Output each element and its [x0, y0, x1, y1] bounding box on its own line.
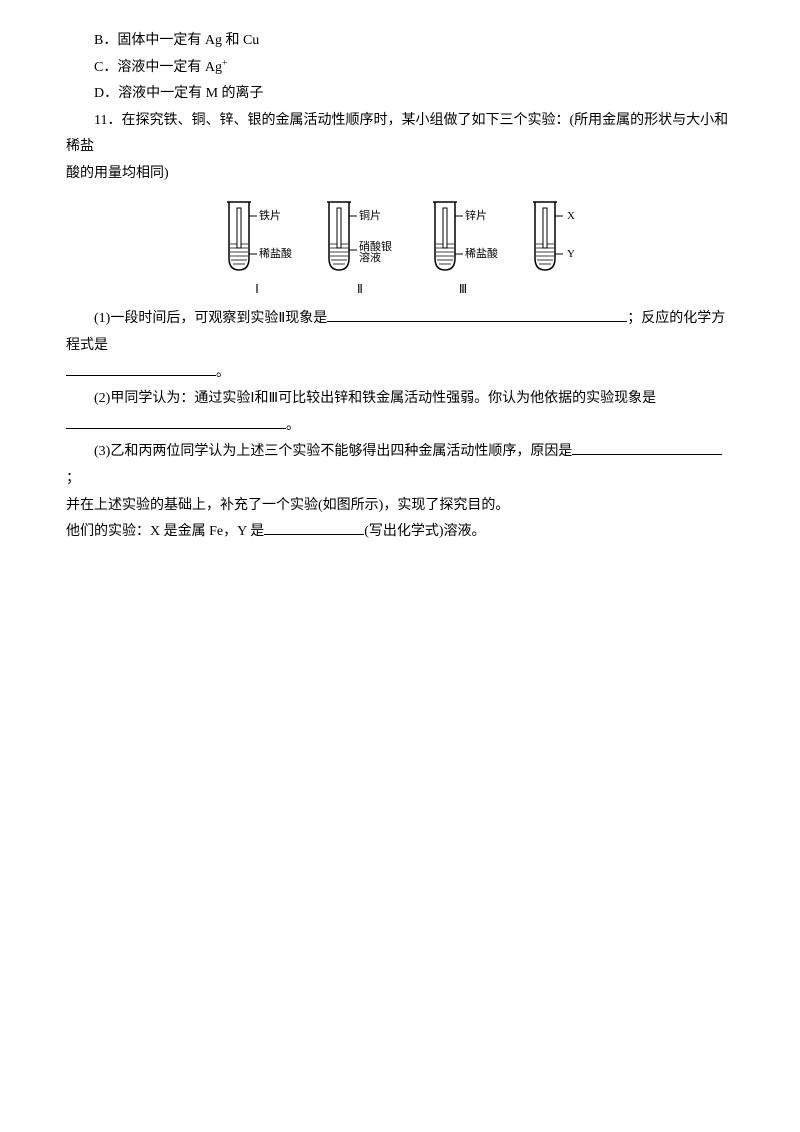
svg-text:硝酸银: 硝酸银 — [359, 239, 392, 253]
blank-4 — [572, 440, 722, 455]
svg-text:铁片: 铁片 — [259, 209, 281, 222]
tube-3-roman: Ⅲ — [459, 278, 467, 301]
tube-4-svg: X Y — [523, 196, 583, 276]
svg-text:溶液: 溶液 — [359, 250, 381, 264]
svg-text:铜片: 铜片 — [359, 208, 381, 222]
q11-part3-line1: (3)乙和丙两位同学认为上述三个实验不能够得出四种金属活动性顺序，原因是 ； — [66, 439, 734, 492]
option-D: D．溶液中一定有 M 的离子 — [66, 81, 734, 108]
q11-p4-text-a: 他们的实验：X 是金属 Fe，Y 是 — [66, 524, 264, 539]
tube-2-svg: 铜片 硝酸银 溶液 — [317, 196, 403, 276]
blank-5 — [264, 520, 364, 535]
q11-p3-text-b: ； — [66, 471, 80, 486]
tube-1-roman: Ⅰ — [255, 278, 259, 301]
tube-1-svg: 铁片 稀盐酸 — [217, 196, 297, 276]
q11-p1-text-c: 。 — [216, 365, 230, 380]
tube-1: 铁片 稀盐酸 Ⅰ — [217, 196, 297, 301]
q11-part4: 他们的实验：X 是金属 Fe，Y 是 (写出化学式)溶液。 — [66, 519, 734, 546]
svg-text:稀盐酸: 稀盐酸 — [465, 246, 498, 260]
tube-2: 铜片 硝酸银 溶液 Ⅱ — [317, 196, 403, 301]
svg-text:Y: Y — [567, 248, 575, 260]
q11-p3-text-a: (3)乙和丙两位同学认为上述三个实验不能够得出四种金属活动性顺序，原因是 — [94, 444, 572, 459]
q11-part2-line2: 。 — [66, 413, 734, 440]
svg-text:锌片: 锌片 — [465, 208, 487, 222]
tube-3-svg: 锌片 稀盐酸 — [423, 196, 503, 276]
q11-stem-line2: 酸的用量均相同) — [66, 161, 734, 188]
blank-2 — [66, 361, 216, 376]
svg-text:X: X — [567, 210, 575, 222]
tube-2-roman: Ⅱ — [357, 278, 363, 301]
option-C: C．溶液中一定有 Ag+ — [66, 55, 734, 82]
q11-p4-text-b: (写出化学式)溶液。 — [364, 524, 485, 539]
q11-part2-line1: (2)甲同学认为：通过实验Ⅰ和Ⅲ可比较出锌和铁金属活动性强弱。你认为他依据的实验… — [66, 386, 734, 413]
q11-p2-text-b: 。 — [286, 418, 300, 433]
blank-3 — [66, 414, 286, 429]
tube-4: X Y — [523, 196, 583, 301]
test-tube-diagram: 铁片 稀盐酸 Ⅰ 铜片 硝酸银 溶液 Ⅱ — [66, 196, 734, 301]
tube-3: 锌片 稀盐酸 Ⅲ — [423, 196, 503, 301]
q11-stem-line1: 11．在探究铁、铜、锌、银的金属活动性顺序时，某小组做了如下三个实验：(所用金属… — [66, 108, 734, 161]
option-B: B．固体中一定有 Ag 和 Cu — [66, 28, 734, 55]
q11-p1-text-a: (1)一段时间后，可观察到实验Ⅱ现象是 — [94, 311, 327, 326]
q11-part1-line2: 。 — [66, 360, 734, 387]
blank-1 — [327, 307, 627, 322]
document-page: B．固体中一定有 Ag 和 Cu C．溶液中一定有 Ag+ D．溶液中一定有 M… — [0, 0, 800, 546]
q11-part3-line2: 并在上述实验的基础上，补充了一个实验(如图所示)，实现了探究目的。 — [66, 493, 734, 520]
q11-part1-line1: (1)一段时间后，可观察到实验Ⅱ现象是；反应的化学方程式是 — [66, 306, 734, 359]
svg-text:稀盐酸: 稀盐酸 — [259, 246, 292, 260]
